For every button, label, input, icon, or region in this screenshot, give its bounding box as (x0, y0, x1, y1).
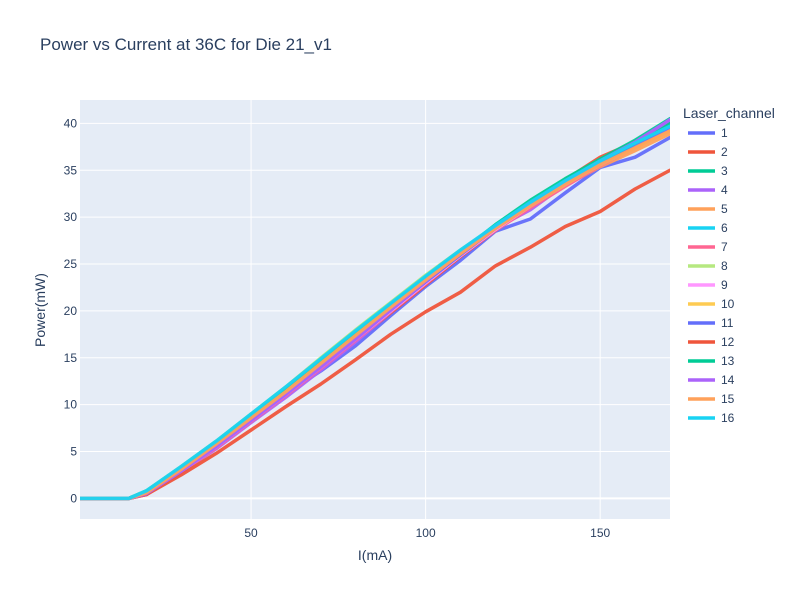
legend-item-16[interactable]: 16 (688, 411, 735, 425)
chart-title: Power vs Current at 36C for Die 21_v1 (40, 35, 332, 54)
legend-label: 10 (721, 297, 735, 311)
legend-label: 2 (721, 145, 728, 159)
legend-label: 1 (721, 126, 728, 140)
legend-item-10[interactable]: 10 (688, 297, 735, 311)
legend-item-15[interactable]: 15 (688, 392, 735, 406)
grid-lines (80, 100, 670, 519)
series-layer (80, 116, 670, 501)
legend-item-13[interactable]: 13 (688, 354, 735, 368)
x-axis-title: I(mA) (358, 547, 392, 563)
legend-item-2[interactable]: 2 (688, 145, 728, 159)
y-tick-label: 0 (70, 491, 77, 505)
legend-item-7[interactable]: 7 (688, 240, 728, 254)
legend-title: Laser_channel (683, 105, 775, 121)
series-line-12 (80, 168, 670, 501)
series-line-16 (80, 124, 670, 501)
axis-ticks: 50 100 150 0 5 10 15 20 25 30 35 40 (64, 116, 611, 540)
plot-area (80, 100, 670, 519)
legend-label: 4 (721, 183, 728, 197)
legend-item-8[interactable]: 8 (688, 259, 728, 273)
legend-label: 7 (721, 240, 728, 254)
legend-item-4[interactable]: 4 (688, 183, 728, 197)
legend-label: 8 (721, 259, 728, 273)
legend-label: 14 (721, 373, 735, 387)
legend-item-14[interactable]: 14 (688, 373, 735, 387)
legend-item-1[interactable]: 1 (688, 126, 728, 140)
y-tick-label: 40 (64, 116, 78, 130)
series-line-15 (80, 129, 670, 501)
y-axis-title: Power(mW) (32, 273, 48, 347)
legend-item-9[interactable]: 9 (688, 278, 728, 292)
legend-label: 11 (721, 316, 734, 330)
legend-label: 12 (721, 335, 735, 349)
y-tick-label: 25 (64, 257, 78, 271)
y-tick-label: 5 (70, 445, 77, 459)
legend-label: 15 (721, 392, 735, 406)
legend-item-11[interactable]: 11 (688, 316, 734, 330)
legend-label: 5 (721, 202, 728, 216)
x-tick-label: 50 (244, 526, 258, 540)
y-tick-label: 35 (64, 163, 78, 177)
y-tick-label: 15 (64, 351, 78, 365)
legend-item-12[interactable]: 12 (688, 335, 735, 349)
y-tick-label: 10 (64, 398, 78, 412)
legend-label: 16 (721, 411, 735, 425)
x-tick-label: 100 (416, 526, 436, 540)
legend-item-3[interactable]: 3 (688, 164, 728, 178)
legend-label: 3 (721, 164, 728, 178)
legend-label: 6 (721, 221, 728, 235)
legend-label: 13 (721, 354, 735, 368)
x-tick-label: 150 (590, 526, 610, 540)
y-tick-label: 20 (64, 304, 78, 318)
y-tick-label: 30 (64, 210, 78, 224)
legend-item-5[interactable]: 5 (688, 202, 728, 216)
legend-item-6[interactable]: 6 (688, 221, 728, 235)
legend-label: 9 (721, 278, 728, 292)
